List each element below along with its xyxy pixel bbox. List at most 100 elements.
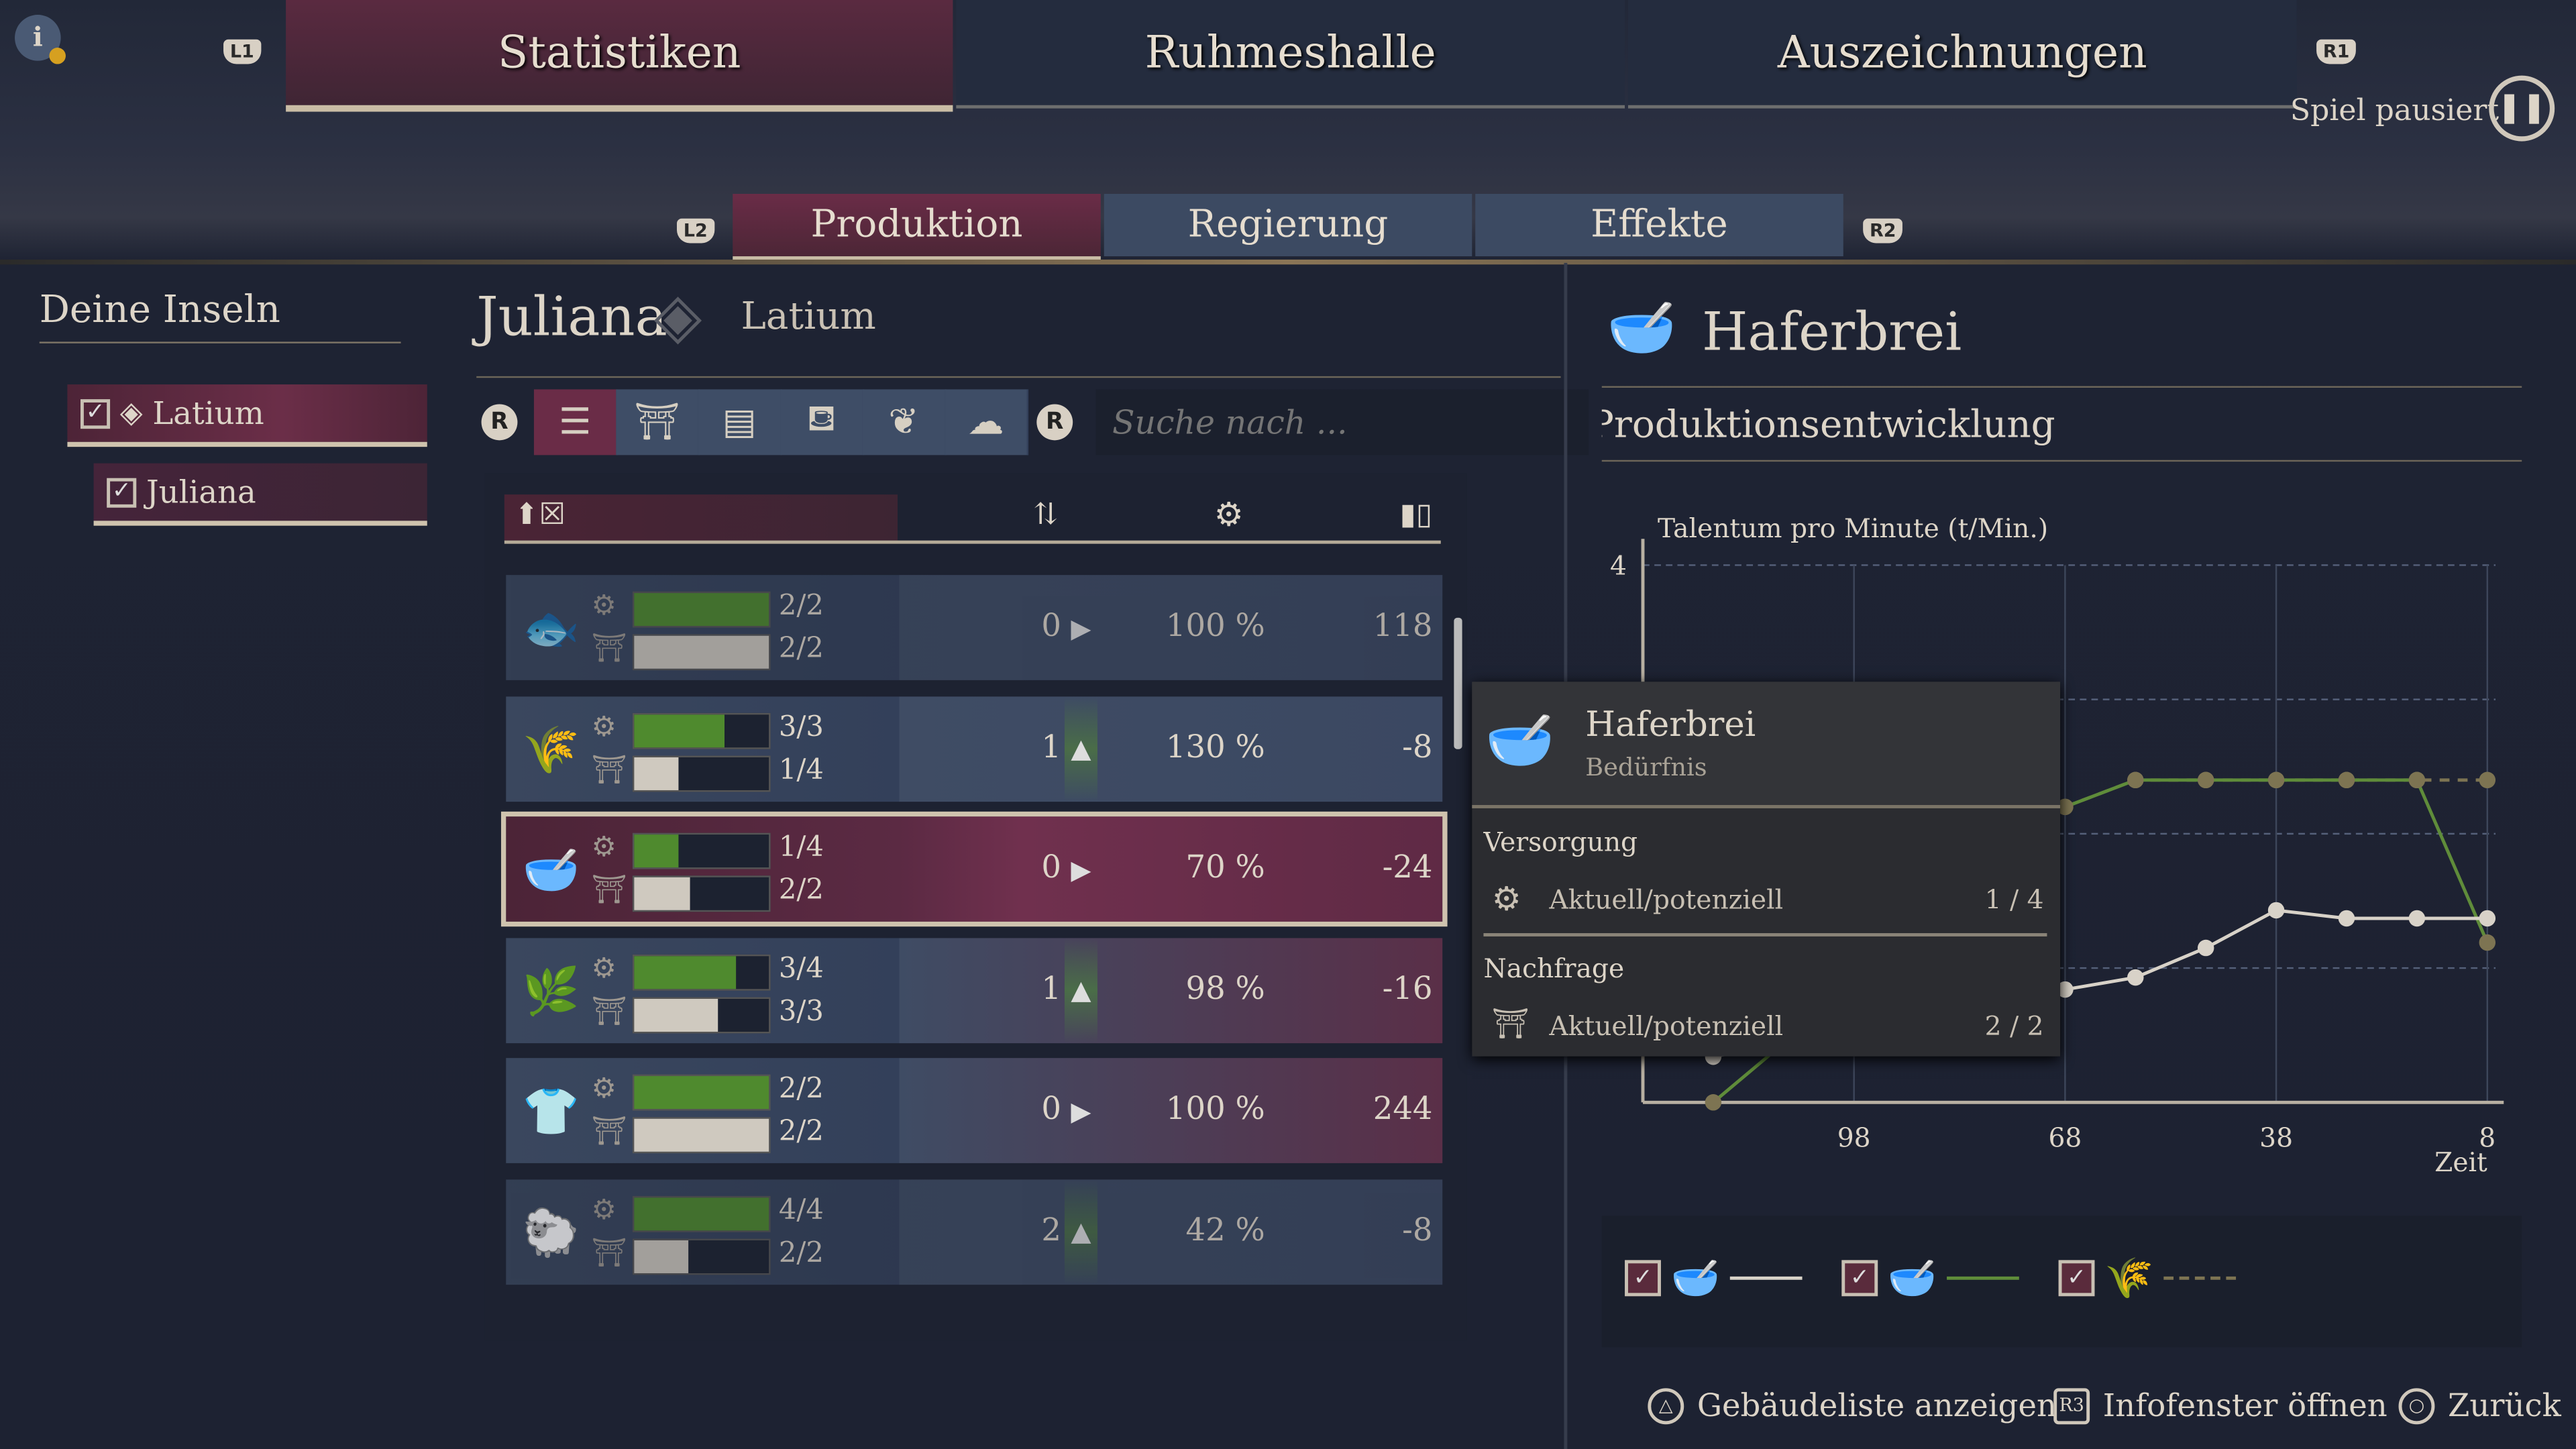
- divider: [0, 259, 2576, 265]
- balance: 118: [1373, 608, 1433, 645]
- legend-item[interactable]: ✓ 🌾: [2058, 1255, 2236, 1301]
- x-tick-label: 38: [2259, 1123, 2293, 1153]
- l2-button-hint[interactable]: L2: [676, 218, 714, 244]
- sidebar-item-latium[interactable]: ✓ ◈ Latium: [67, 384, 427, 447]
- demand-heading: Nachfrage: [1483, 953, 1625, 984]
- supply-point: [2197, 771, 2214, 789]
- tab-statistiken[interactable]: Statistiken: [286, 0, 953, 112]
- footer-open-info[interactable]: R3 Infofenster öffnen: [2053, 1388, 2387, 1425]
- table-header: ⬆☒ ⇅ ⚙ ▮▯: [504, 494, 1441, 544]
- legend-item[interactable]: ✓ 🥣: [1841, 1255, 2019, 1301]
- tab-auszeichnungen[interactable]: Auszeichnungen: [1627, 0, 2297, 109]
- footer-show-buildings[interactable]: △ Gebäudeliste anzeigen: [1648, 1388, 2057, 1425]
- table-row[interactable]: 🐑 ⚙ 4/4 ⛩ 2/2 2 ▲ 42 % -8: [506, 1179, 1443, 1284]
- supply-point: [2408, 771, 2426, 789]
- porridge-icon: 🥣: [522, 843, 580, 898]
- checkbox[interactable]: ✓: [107, 477, 137, 507]
- table-row[interactable]: 🌿 ⚙ 3/4 ⛩ 3/3 1 ▲ 98 % -16: [506, 937, 1443, 1042]
- legend-item[interactable]: ✓ 🥣: [1625, 1255, 1803, 1301]
- detail-good-icon: 🥣: [1607, 295, 1676, 362]
- section-title: Produktionsentwicklung: [1601, 404, 2522, 462]
- x-tick-label: 98: [1837, 1123, 1871, 1153]
- demand-fraction: 2/2: [778, 873, 824, 907]
- demand-bar: [632, 1238, 771, 1275]
- l1-button-hint[interactable]: L1: [223, 39, 261, 64]
- search-input[interactable]: [1095, 389, 1589, 455]
- trend-column-icon[interactable]: ⇅: [1033, 498, 1059, 533]
- building-count: 0: [1041, 608, 1062, 645]
- demand-bar: [632, 634, 771, 671]
- wheat-icon: ❦: [888, 401, 919, 443]
- balance: -16: [1382, 970, 1433, 1007]
- sidebar-item-juliana[interactable]: ✓ Juliana: [93, 463, 427, 526]
- subtab-effekte[interactable]: Effekte: [1475, 193, 1843, 257]
- supply-point: [1705, 1094, 1722, 1111]
- region-name: Latium: [741, 295, 876, 339]
- footer-label: Gebäudeliste anzeigen: [1697, 1388, 2057, 1425]
- table-row[interactable]: 🥣 ⚙ 1/4 ⛩ 2/2 0 ▶ 70 % -24: [500, 811, 1448, 927]
- supply-fraction: 2/2: [778, 1073, 824, 1106]
- market-icon: ⛩: [591, 632, 627, 665]
- r1-button-hint[interactable]: R1: [2316, 39, 2357, 64]
- balance: 244: [1373, 1091, 1433, 1128]
- r2-button-hint[interactable]: R2: [1863, 218, 1903, 244]
- supply-point: [2338, 771, 2355, 789]
- table-row[interactable]: 🐟 ⚙ 2/2 ⛩ 2/2 0 ▶ 100 % 118: [506, 575, 1443, 680]
- potential-point: [2479, 771, 2496, 789]
- trend-neutral-icon: ▶: [1071, 612, 1091, 643]
- pause-button[interactable]: ❚❚: [2489, 75, 2555, 142]
- y-tick-label: 4: [1610, 551, 1627, 582]
- tab-ruhmeshalle[interactable]: Ruhmeshalle: [956, 0, 1625, 109]
- demand-point: [2479, 910, 2496, 927]
- filter-wool[interactable]: ☁: [945, 389, 1029, 455]
- balance: -8: [1402, 1212, 1433, 1248]
- oats-potential-icon: 🌾: [2104, 1255, 2154, 1301]
- supply-fraction: 2/2: [778, 590, 824, 623]
- demand-point: [2267, 902, 2285, 919]
- demand-value: 2 / 2: [1984, 1010, 2044, 1042]
- supply-fraction: 3/4: [778, 952, 824, 985]
- supply-fraction: 3/3: [778, 710, 824, 744]
- supply-bar: [632, 833, 771, 869]
- productivity: 98 %: [1185, 970, 1265, 1007]
- market-icon: ⛩: [1491, 1007, 1529, 1042]
- table-row[interactable]: 🌾 ⚙ 3/3 ⛩ 1/4 1 ▲ 130 % -8: [506, 696, 1443, 801]
- info-icon[interactable]: i: [15, 15, 66, 64]
- demand-bar: [632, 996, 771, 1033]
- legend-checkbox[interactable]: ✓: [1841, 1260, 1878, 1297]
- table-row[interactable]: 👕 ⚙ 2/2 ⛩ 2/2 0 ▶ 100 % 244: [506, 1058, 1443, 1163]
- subtab-produktion[interactable]: Produktion: [733, 193, 1101, 262]
- building-count: 2: [1041, 1212, 1062, 1248]
- filter-list[interactable]: ☰: [533, 389, 618, 455]
- footer-back[interactable]: ○ Zurück: [2398, 1388, 2561, 1425]
- r-left-button-hint[interactable]: R: [481, 404, 518, 441]
- subtab-regierung[interactable]: Regierung: [1104, 193, 1472, 257]
- balance-column-icon[interactable]: ▮▯: [1399, 498, 1433, 533]
- supply-bar: [632, 1195, 771, 1232]
- filter-workshop[interactable]: ▤: [698, 389, 782, 455]
- demand-line: [1713, 908, 2487, 1059]
- region-emblem-icon: ◈: [653, 279, 702, 352]
- legend-checkbox[interactable]: ✓: [1625, 1260, 1661, 1297]
- r-right-button-hint[interactable]: R: [1036, 404, 1073, 441]
- gear-icon: ⚙: [591, 1193, 616, 1227]
- productivity-column-icon[interactable]: ⚙: [1214, 494, 1244, 534]
- sort-icon[interactable]: ⬆☒: [514, 498, 566, 533]
- building-count: 1: [1041, 729, 1062, 765]
- r3-button-icon: R3: [2053, 1388, 2090, 1425]
- tooltip-title: Haferbrei: [1585, 704, 1756, 745]
- filter-basket[interactable]: ⛾: [780, 389, 865, 455]
- trend-neutral-icon: ▶: [1071, 853, 1091, 885]
- filter-wheat[interactable]: ❦: [862, 389, 947, 455]
- checkbox[interactable]: ✓: [80, 398, 111, 428]
- supply-value: 1 / 4: [1984, 883, 2044, 916]
- legend-checkbox[interactable]: ✓: [2058, 1260, 2095, 1297]
- filter-market[interactable]: ⛩: [616, 389, 700, 455]
- scrollbar[interactable]: [1454, 617, 1462, 749]
- supply-line: [1712, 778, 2489, 1104]
- productivity: 130 %: [1165, 729, 1265, 765]
- supply-bar: [632, 712, 771, 749]
- supply-fraction: 1/4: [778, 831, 824, 865]
- market-icon: ⛩: [591, 753, 627, 786]
